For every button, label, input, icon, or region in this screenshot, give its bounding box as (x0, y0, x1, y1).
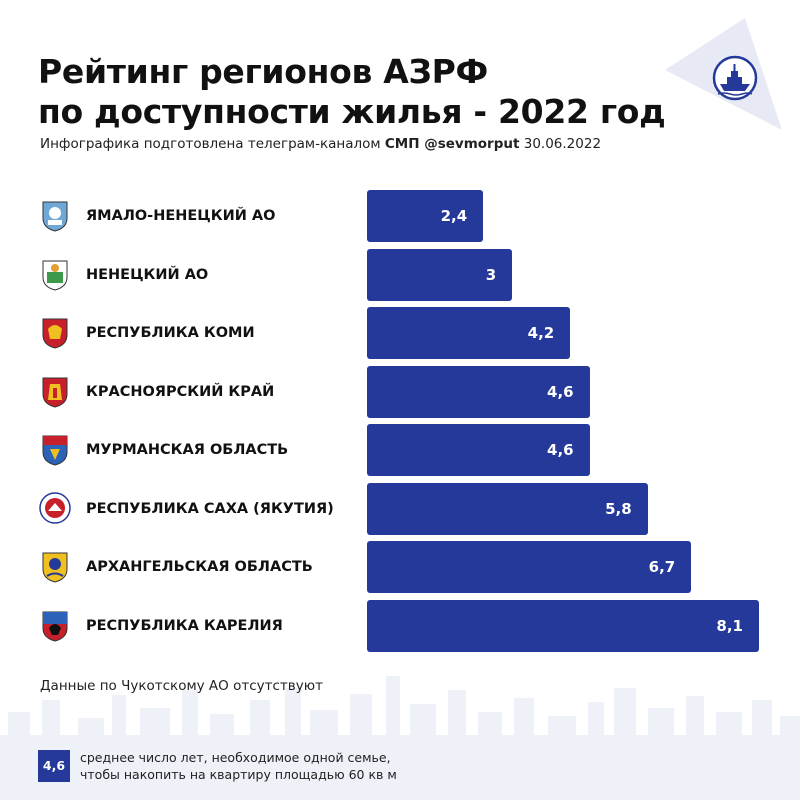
chart-row: РЕСПУБЛИКА САХА (ЯКУТИЯ) 5,8 (0, 482, 800, 535)
category-label: КРАСНОЯРСКИЙ КРАЙ (86, 383, 275, 400)
subtitle: Инфографика подготовлена телеграм-канало… (40, 136, 601, 152)
chart-row: АРХАНГЕЛЬСКАЯ ОБЛАСТЬ 6,7 (0, 541, 800, 593)
data-label: 6,7 (648, 558, 676, 576)
category-label: РЕСПУБЛИКА КАРЕЛИЯ (86, 617, 283, 634)
category-label: РЕСПУБЛИКА КОМИ (86, 325, 255, 341)
category-label: МУРМАНСКАЯ ОБЛАСТЬ (86, 442, 289, 458)
legend-line-2: чтобы накопить на квартиру площадью 60 к… (80, 767, 397, 782)
bar: 2,4 (367, 190, 484, 242)
chart-row: РЕСПУБЛИКА КАРЕЛИЯ 8,1 (0, 599, 800, 652)
data-label: 4,2 (527, 324, 555, 342)
title-line-2: по доступности жилья - 2022 год (38, 92, 666, 131)
legend-sample-value: 4,6 (38, 750, 70, 782)
category-label: ЯМАЛО-НЕНЕЦКИЙ АО (86, 208, 276, 224)
krasnoyarsk-coat-of-arms-icon (42, 377, 68, 408)
bar: 5,8 (367, 482, 648, 535)
chart-row: ЯМАЛО-НЕНЕЦКИЙ АО 2,4 (0, 190, 800, 242)
karelia-coat-of-arms-icon (42, 611, 68, 642)
chart-row: МУРМАНСКАЯ ОБЛАСТЬ 4,6 (0, 424, 800, 476)
data-label: 4,6 (547, 382, 574, 401)
bar: 3 (367, 248, 513, 301)
category-label: АРХАНГЕЛЬСКАЯ ОБЛАСТЬ (86, 559, 313, 575)
bar: 4,6 (367, 365, 590, 418)
bar: 8,1 (367, 599, 759, 652)
legend-description: среднее число лет, необходимое одной сем… (80, 749, 397, 783)
city-skyline-decoration (0, 676, 800, 800)
nenets-coat-of-arms-icon (42, 260, 68, 291)
data-label: 2,4 (440, 207, 468, 225)
bar: 4,6 (367, 424, 590, 476)
page-title: Рейтинг регионов АЗРФ по доступности жил… (38, 52, 666, 132)
subtitle-channel: СМП @sevmorput (384, 136, 520, 152)
data-label: 5,8 (605, 499, 632, 518)
komi-coat-of-arms-icon (42, 318, 68, 349)
chart-row: НЕНЕЦКИЙ АО 3 (0, 248, 800, 301)
subtitle-date: 30.06.2022 (523, 136, 602, 152)
yamal-nenets-coat-of-arms-icon (42, 201, 68, 232)
chart-row: КРАСНОЯРСКИЙ КРАЙ 4,6 (0, 365, 800, 418)
sakha-coat-of-arms-icon (39, 491, 71, 524)
bar: 4,2 (367, 307, 571, 359)
legend-line-1: среднее число лет, необходимое одной сем… (80, 750, 391, 765)
title-line-1: Рейтинг регионов АЗРФ (38, 52, 488, 91)
data-label: 8,1 (716, 616, 743, 635)
icebreaker-ship-logo-icon (712, 55, 758, 101)
data-label: 3 (485, 265, 497, 284)
arkhangelsk-coat-of-arms-icon (42, 552, 68, 583)
chart-row: РЕСПУБЛИКА КОМИ 4,2 (0, 307, 800, 359)
footnote-missing-data: Данные по Чукотскому АО отсутствуют (40, 678, 323, 694)
category-label: РЕСПУБЛИКА САХА (ЯКУТИЯ) (86, 500, 334, 517)
category-label: НЕНЕЦКИЙ АО (86, 266, 209, 283)
bar: 6,7 (367, 541, 692, 593)
murmansk-coat-of-arms-icon (42, 435, 68, 466)
subtitle-prefix: Инфографика подготовлена телеграм-канало… (40, 136, 381, 152)
data-label: 4,6 (547, 441, 574, 459)
